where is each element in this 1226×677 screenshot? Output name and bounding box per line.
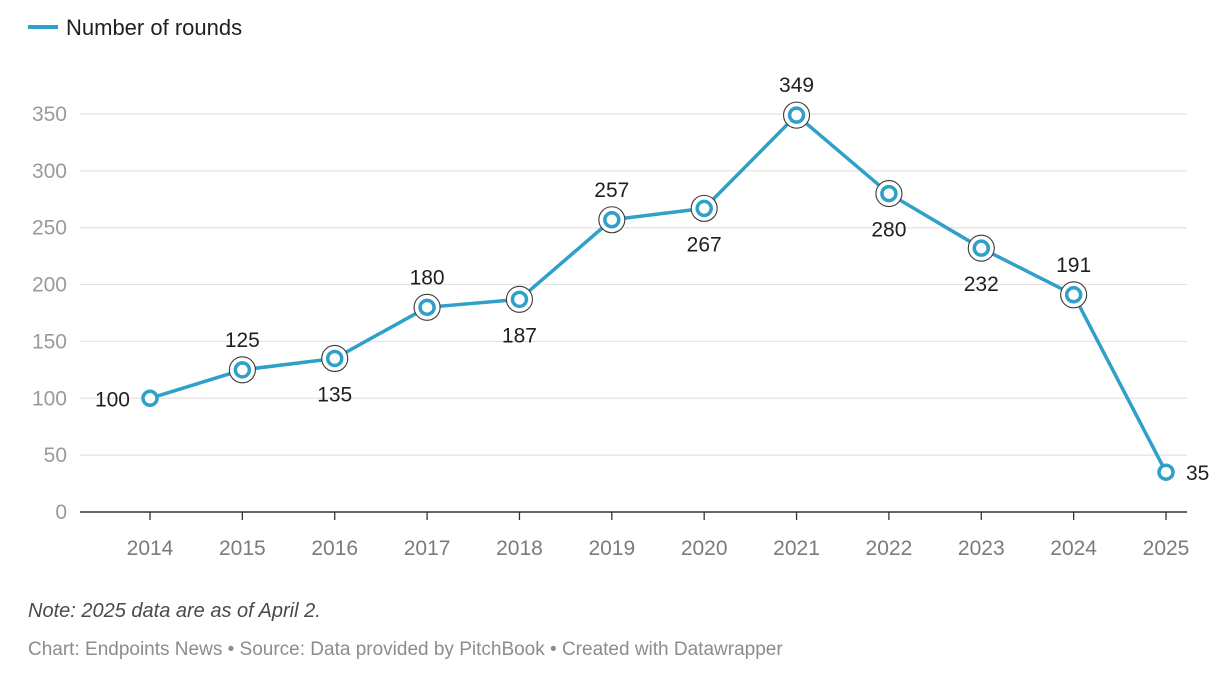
- y-tick-label-0: 0: [55, 501, 67, 524]
- data-point-2019: [603, 211, 621, 229]
- x-tick-label-2014: 2014: [127, 537, 174, 560]
- data-point-2021: [787, 106, 806, 124]
- data-point-2015: [233, 361, 252, 379]
- x-tick-label-2022: 2022: [866, 537, 913, 560]
- data-label-2023: 232: [964, 273, 999, 296]
- data-point-2022: [880, 184, 898, 203]
- y-tick-label-150: 150: [32, 330, 67, 353]
- legend-label: Number of rounds: [66, 15, 242, 40]
- data-label-2025: 35: [1186, 462, 1209, 485]
- x-tick-label-2024: 2024: [1050, 537, 1097, 560]
- data-label-2022: 280: [871, 219, 906, 242]
- data-point-2014: [141, 389, 159, 408]
- y-tick-label-100: 100: [32, 387, 67, 410]
- line-chart: Number of rounds 0 50 100 150 200 250 300 350 2…: [28, 15, 1209, 560]
- x-tick-label-2018: 2018: [496, 537, 543, 560]
- x-axis: 2014 2015 2016 2017 2018 2019 2020 2021 2022 2023…: [80, 511, 1190, 560]
- x-tick-label-2025: 2025: [1143, 537, 1190, 560]
- data-labels: 100 125 135 180 187 257 267 349 280 232 191 35: [95, 74, 1209, 485]
- data-label-2024: 191: [1056, 254, 1091, 277]
- data-label-2016: 135: [317, 383, 352, 406]
- data-point-2017: [418, 298, 436, 317]
- chart-note: Note: 2025 data are as of April 2.: [28, 600, 321, 622]
- data-point-2025: [1157, 463, 1175, 481]
- data-point-2024: [1064, 286, 1083, 304]
- y-tick-label-200: 200: [32, 274, 67, 297]
- data-label-2018: 187: [502, 324, 537, 347]
- y-axis-ticks: 0 50 100 150 200 250 300 350: [32, 103, 67, 524]
- data-label-2017: 180: [410, 266, 445, 289]
- chart-legend: Number of rounds: [28, 15, 242, 40]
- data-label-2020: 267: [687, 233, 722, 256]
- y-tick-label-300: 300: [32, 160, 67, 183]
- data-point-2016: [325, 349, 344, 368]
- gridlines: [80, 113, 1187, 456]
- y-tick-label-350: 350: [32, 103, 67, 126]
- chart-credits: Chart: Endpoints News • Source: Data pro…: [28, 639, 783, 660]
- x-tick-label-2015: 2015: [219, 537, 266, 560]
- y-tick-label-50: 50: [44, 444, 67, 467]
- data-label-2019: 257: [594, 179, 629, 202]
- x-tick-label-2019: 2019: [588, 537, 635, 560]
- data-label-2021: 349: [779, 74, 814, 97]
- x-tick-label-2023: 2023: [958, 537, 1005, 560]
- data-point-2020: [695, 199, 713, 218]
- x-tick-label-2020: 2020: [681, 537, 728, 560]
- y-tick-label-250: 250: [32, 217, 67, 240]
- series-number-of-rounds: [141, 101, 1175, 481]
- x-tick-label-2016: 2016: [311, 537, 358, 560]
- data-point-2018: [510, 290, 529, 309]
- x-tick-label-2017: 2017: [404, 537, 451, 560]
- data-label-2014: 100: [95, 388, 130, 411]
- x-tick-label-2021: 2021: [773, 537, 820, 560]
- data-point-2023: [972, 239, 991, 257]
- data-label-2015: 125: [225, 329, 260, 352]
- series-line: [148, 113, 1168, 474]
